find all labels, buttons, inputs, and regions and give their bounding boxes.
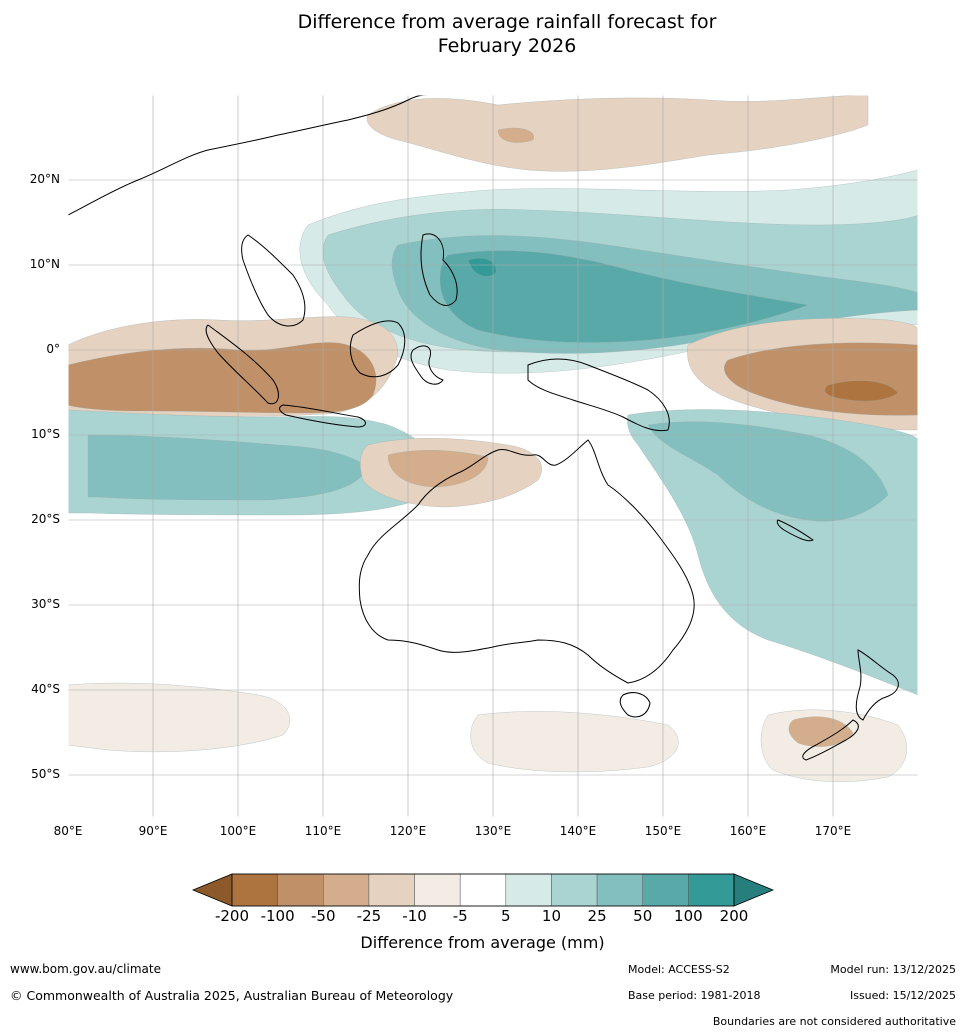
latitude-label: 10°S xyxy=(31,426,60,441)
colorbar-tick-label: -10 xyxy=(402,907,427,925)
borneo-coastline xyxy=(349,320,406,378)
colorbar-swatch xyxy=(323,873,370,907)
longitude-label: 150°E xyxy=(644,824,682,838)
new-zealand-north-coastline xyxy=(855,649,899,721)
dry-region-southern-ocean-central xyxy=(470,711,679,773)
sumatra-coastline xyxy=(205,324,279,405)
latitude-label: 20°S xyxy=(31,511,60,526)
longitude-label: 170°E xyxy=(814,824,852,838)
colorbar-tick-label: -200 xyxy=(214,907,250,925)
dry-region-southern-ocean-west xyxy=(68,682,291,752)
colorbar-tick-label: -25 xyxy=(356,907,382,925)
longitude-label: 120°E xyxy=(389,824,427,838)
rainfall-map xyxy=(68,95,918,817)
colorbar-swatch xyxy=(596,873,643,907)
dry-region-pacific-core xyxy=(824,380,899,402)
colorbar-swatch-extend-high xyxy=(733,873,774,907)
colorbar-swatch xyxy=(414,873,461,907)
latitude-label: 20°N xyxy=(29,171,60,186)
colorbar-tick-label: 100 xyxy=(674,907,703,925)
colorbar-tick-label: 25 xyxy=(587,907,607,925)
footer-copyright: © Commonwealth of Australia 2025, Austra… xyxy=(10,988,454,1003)
coastlines xyxy=(68,95,899,761)
wet-region-coral-sea-core xyxy=(647,421,889,522)
longitude-label: 110°E xyxy=(304,824,342,838)
latitude-label: 10°N xyxy=(29,256,60,271)
colorbar-tick-label: -50 xyxy=(311,907,336,925)
title-line-1: Difference from average rainfall forecas… xyxy=(297,11,717,33)
colorbar-swatch xyxy=(551,873,598,907)
colorbar-tick-label: -5 xyxy=(452,907,468,925)
latitude-label: 0° xyxy=(46,341,60,356)
footer-model: Model: ACCESS-S2 xyxy=(628,963,730,976)
longitude-label: 140°E xyxy=(559,824,597,838)
longitude-label: 100°E xyxy=(219,824,257,838)
latitude-label: 50°S xyxy=(31,766,60,781)
tasmania-coastline xyxy=(619,692,651,718)
colorbar-tick-label: 200 xyxy=(719,907,749,925)
colorbar-swatch xyxy=(231,873,278,907)
colorbar-tick-label: 5 xyxy=(501,907,511,925)
java-coastline xyxy=(279,404,366,428)
map-title: Difference from average rainfall forecas… xyxy=(0,10,965,58)
colorbar-swatch xyxy=(277,873,324,907)
australia-coastline xyxy=(358,439,695,684)
longitude-label: 130°E xyxy=(474,824,512,838)
dry-region-china xyxy=(366,95,869,172)
footer-disclaimer: Boundaries are not considered authoritat… xyxy=(712,1015,956,1028)
new-caledonia-coastline xyxy=(776,519,814,542)
wet-band-core xyxy=(439,250,809,343)
longitude-label: 80°E xyxy=(53,824,83,838)
philippines-coastline xyxy=(420,233,458,306)
longitude-label: 160°E xyxy=(729,824,767,838)
longitude-label: 90°E xyxy=(138,824,168,838)
colorbar-label: Difference from average (mm) xyxy=(360,933,605,952)
colorbar-tick-label: 50 xyxy=(633,907,653,925)
footer-base-period: Base period: 1981-2018 xyxy=(628,989,761,1002)
colorbar xyxy=(192,873,774,907)
colorbar-frame xyxy=(231,873,735,907)
new-zealand-south-coastline xyxy=(802,719,859,761)
footer-issued: Issued: 15/12/2025 xyxy=(849,989,956,1002)
colorbar-swatch xyxy=(505,873,552,907)
wet-core-png xyxy=(467,257,497,277)
colorbar-swatch xyxy=(459,873,507,907)
dry-region-north-australia-core xyxy=(387,450,489,488)
sulawesi-coastline xyxy=(410,345,444,385)
colorbar-swatch xyxy=(368,873,415,907)
colorbar-tick-label: 10 xyxy=(541,907,561,925)
latitude-label: 30°S xyxy=(31,596,60,611)
dry-region-indonesia xyxy=(68,342,377,414)
footer-model-run: Model run: 13/12/2025 xyxy=(830,963,956,976)
footer-website: www.bom.gov.au/climate xyxy=(10,962,161,976)
colorbar-swatch xyxy=(642,873,689,907)
asia-mainland-coastline xyxy=(68,95,429,327)
colorbar-tick-label: -100 xyxy=(260,907,295,925)
new-guinea-coastline xyxy=(527,358,670,432)
latitude-label: 40°S xyxy=(31,681,60,696)
colorbar-swatch-extend-low xyxy=(192,873,233,907)
colorbar-swatches xyxy=(192,873,774,907)
gridlines xyxy=(68,95,918,817)
dry-core-north xyxy=(497,127,534,143)
colorbar-swatch xyxy=(688,873,735,907)
title-line-2: February 2026 xyxy=(437,35,577,57)
